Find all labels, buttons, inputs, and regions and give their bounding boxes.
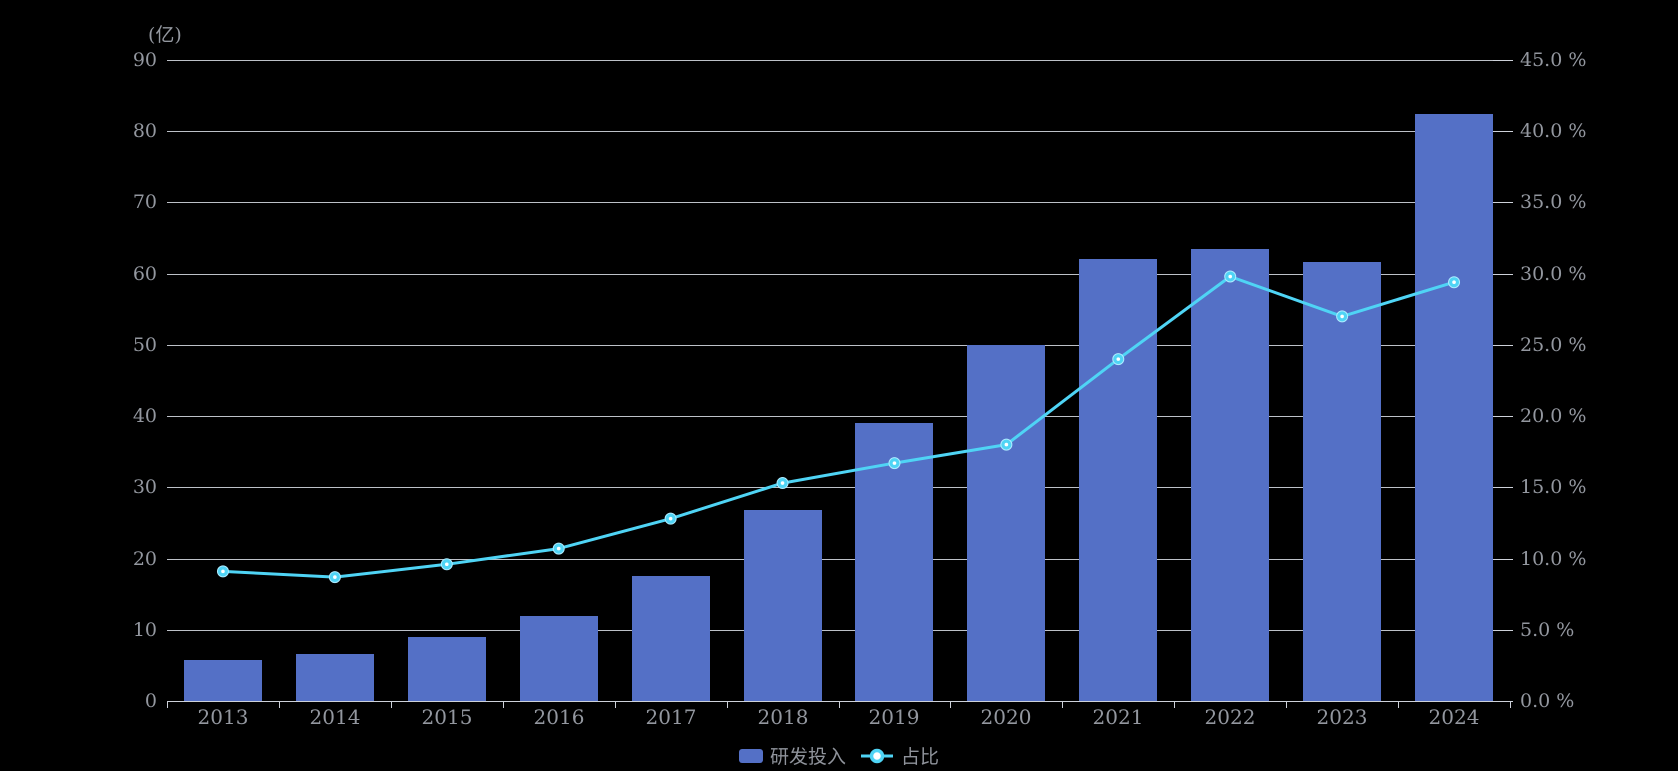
x-axis-tick-label: 2019	[868, 705, 920, 729]
x-axis-tick	[1286, 702, 1287, 708]
grid-line	[167, 487, 1513, 488]
right-axis-tick	[1493, 345, 1513, 346]
x-axis-tick-label: 2013	[197, 705, 249, 729]
x-axis-tick	[167, 702, 168, 708]
right-axis-tick	[1493, 487, 1513, 488]
grid-line	[167, 60, 1513, 61]
x-axis-tick-label: 2023	[1316, 705, 1368, 729]
right-axis-tick-label: 20.0 %	[1520, 405, 1587, 427]
right-axis-tick-label: 15.0 %	[1520, 476, 1587, 498]
legend-item-rd-investment[interactable]: 研发投入	[738, 742, 846, 769]
bar-2020[interactable]	[967, 345, 1045, 701]
grid-line	[167, 131, 1513, 132]
legend: 研发投入 占比	[0, 742, 1678, 769]
right-axis-tick	[1493, 131, 1513, 132]
line-marker-2017[interactable]	[664, 512, 677, 525]
bar-2013[interactable]	[184, 660, 262, 701]
right-axis-tick	[1493, 701, 1513, 702]
left-axis-tick-label: 30	[132, 476, 157, 498]
x-axis-tick-label: 2021	[1092, 705, 1144, 729]
right-axis-tick	[1493, 416, 1513, 417]
bar-2024[interactable]	[1415, 114, 1493, 701]
left-axis-tick-label: 40	[132, 405, 157, 427]
grid-line	[167, 274, 1513, 275]
left-axis-tick-label: 0	[144, 690, 157, 712]
line-marker-2013[interactable]	[216, 565, 229, 578]
x-axis-tick	[1510, 702, 1511, 708]
bar-2022[interactable]	[1191, 249, 1269, 701]
right-axis-tick-label: 10.0 %	[1520, 548, 1587, 570]
line-marker-2015[interactable]	[440, 558, 453, 571]
x-axis-tick-label: 2017	[645, 705, 697, 729]
right-axis-tick	[1493, 60, 1513, 61]
legend-label-ratio: 占比	[901, 746, 940, 768]
bar-2023[interactable]	[1303, 262, 1381, 701]
line-marker-2016[interactable]	[552, 542, 565, 555]
x-axis-line	[167, 701, 1513, 702]
bar-2014[interactable]	[296, 654, 374, 701]
bar-series-swatch-icon	[738, 748, 763, 763]
line-marker-2023[interactable]	[1336, 310, 1349, 323]
x-axis-tick-label: 2020	[980, 705, 1032, 729]
line-marker-2014[interactable]	[328, 571, 341, 584]
bar-2015[interactable]	[408, 637, 486, 701]
x-axis-tick	[727, 702, 728, 708]
x-axis-tick-label: 2015	[421, 705, 473, 729]
legend-item-ratio[interactable]: 占比	[860, 742, 939, 769]
x-axis-tick	[1398, 702, 1399, 708]
grid-line	[167, 630, 1513, 631]
left-axis-tick-label: 50	[132, 334, 157, 356]
right-axis-tick-label: 30.0 %	[1520, 263, 1587, 285]
line-marker-2022[interactable]	[1224, 270, 1237, 283]
left-axis-tick-label: 80	[132, 120, 157, 142]
bar-2017[interactable]	[632, 576, 710, 701]
left-axis-tick-label: 70	[132, 191, 157, 213]
line-marker-2024[interactable]	[1448, 276, 1461, 289]
x-axis-tick	[839, 702, 840, 708]
left-axis-unit-label: (亿)	[148, 24, 182, 46]
x-axis-tick	[950, 702, 951, 708]
right-axis-tick-label: 5.0 %	[1520, 619, 1575, 641]
line-marker-2018[interactable]	[776, 477, 789, 490]
x-axis-tick	[279, 702, 280, 708]
grid-line	[167, 416, 1513, 417]
grid-line	[167, 345, 1513, 346]
right-axis-tick	[1493, 630, 1513, 631]
left-axis-tick-label: 90	[132, 49, 157, 71]
right-axis-tick	[1493, 274, 1513, 275]
line-series-swatch-icon	[861, 748, 893, 763]
bar-2016[interactable]	[520, 616, 598, 701]
grid-line	[167, 202, 1513, 203]
x-axis-tick	[1062, 702, 1063, 708]
x-axis-tick-label: 2024	[1428, 705, 1480, 729]
line-marker-2019[interactable]	[888, 457, 901, 470]
left-axis-tick-label: 60	[132, 263, 157, 285]
left-axis-tick-label: 20	[132, 548, 157, 570]
right-axis-tick-label: 35.0 %	[1520, 191, 1587, 213]
x-axis-tick	[615, 702, 616, 708]
right-axis-tick	[1493, 202, 1513, 203]
right-axis-tick-label: 0.0 %	[1520, 690, 1575, 712]
x-axis-tick-label: 2018	[757, 705, 809, 729]
x-axis-tick-label: 2016	[533, 705, 585, 729]
legend-label-rd-investment: 研发投入	[769, 746, 846, 768]
x-axis-tick	[1174, 702, 1175, 708]
right-axis-tick	[1493, 559, 1513, 560]
line-marker-2021[interactable]	[1112, 353, 1125, 366]
x-axis-tick-label: 2022	[1204, 705, 1256, 729]
x-axis-tick-label: 2014	[309, 705, 361, 729]
right-axis-tick-label: 25.0 %	[1520, 334, 1587, 356]
bar-2018[interactable]	[744, 510, 822, 701]
x-axis-tick	[503, 702, 504, 708]
grid-line	[167, 559, 1513, 560]
line-marker-2020[interactable]	[1000, 438, 1013, 451]
right-axis-tick-label: 45.0 %	[1520, 49, 1587, 71]
left-axis-tick-label: 10	[132, 619, 157, 641]
line-series[interactable]	[222, 275, 1455, 579]
bar-2021[interactable]	[1079, 259, 1157, 701]
x-axis-tick	[391, 702, 392, 708]
right-axis-tick-label: 40.0 %	[1520, 120, 1587, 142]
